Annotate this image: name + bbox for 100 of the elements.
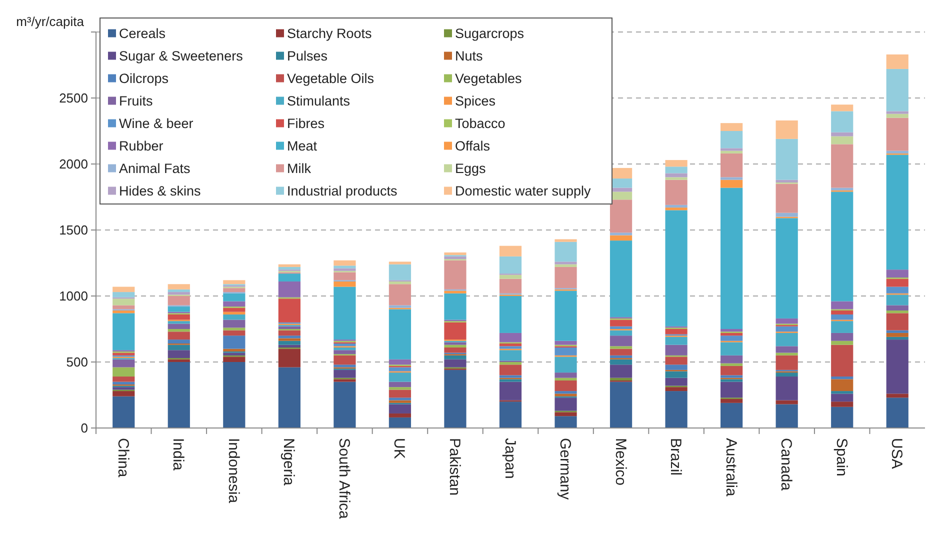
legend-label: Rubber bbox=[119, 138, 164, 154]
bar bbox=[886, 294, 908, 306]
bar bbox=[776, 138, 798, 180]
legend-label: Stimulants bbox=[287, 93, 350, 108]
bar bbox=[278, 340, 300, 345]
bar bbox=[665, 387, 688, 392]
bar bbox=[334, 260, 356, 266]
bar bbox=[223, 301, 246, 307]
bar bbox=[831, 104, 854, 112]
bar bbox=[554, 372, 577, 378]
bar bbox=[720, 398, 743, 403]
bar bbox=[112, 396, 135, 428]
bar bbox=[168, 289, 190, 292]
bar bbox=[554, 391, 577, 394]
bar bbox=[776, 180, 798, 182]
bar bbox=[776, 346, 798, 353]
bar bbox=[610, 359, 632, 365]
legend-label: Industrial products bbox=[287, 183, 398, 198]
bar bbox=[776, 184, 798, 213]
bar bbox=[223, 308, 246, 312]
bar bbox=[334, 364, 356, 368]
bar bbox=[223, 330, 246, 336]
bar bbox=[554, 380, 577, 392]
bar bbox=[388, 404, 412, 414]
bar bbox=[665, 378, 688, 386]
bar bbox=[499, 278, 522, 294]
y-tick-label: 2500 bbox=[59, 90, 88, 106]
legend-label: Fibres bbox=[287, 116, 325, 131]
bar bbox=[388, 398, 412, 400]
bar bbox=[223, 314, 246, 320]
bar bbox=[831, 332, 854, 341]
bar bbox=[665, 173, 688, 178]
bar bbox=[720, 131, 743, 148]
bar bbox=[886, 111, 908, 114]
bar bbox=[112, 382, 135, 384]
bar bbox=[886, 54, 908, 69]
bar bbox=[665, 166, 688, 174]
x-tick-label: Japan bbox=[501, 438, 518, 479]
bar bbox=[776, 372, 798, 377]
bar bbox=[223, 320, 246, 328]
bar bbox=[112, 391, 135, 396]
legend-label: Sugar & Sweeteners bbox=[119, 48, 244, 64]
bar bbox=[610, 378, 632, 380]
bar bbox=[388, 359, 412, 365]
bar bbox=[886, 270, 908, 278]
bar bbox=[665, 336, 688, 345]
bar bbox=[112, 292, 135, 298]
bar bbox=[665, 344, 688, 356]
bar bbox=[168, 314, 190, 320]
bar bbox=[334, 355, 356, 365]
bar bbox=[665, 180, 688, 205]
bar bbox=[223, 336, 246, 349]
bar bbox=[776, 326, 798, 332]
bar bbox=[610, 326, 632, 329]
x-tick-label: Indonesia bbox=[224, 438, 242, 504]
bar bbox=[886, 394, 908, 398]
x-tick-label: South Africa bbox=[335, 438, 352, 520]
legend-label: Milk bbox=[287, 160, 312, 176]
bar bbox=[776, 120, 798, 139]
bar bbox=[499, 402, 522, 428]
bar bbox=[776, 212, 798, 217]
bar bbox=[168, 324, 190, 329]
x-tick-label: Brazil bbox=[667, 438, 684, 476]
x-tick-label: UK bbox=[390, 438, 408, 459]
bar bbox=[554, 264, 577, 267]
bar bbox=[886, 286, 908, 294]
x-tick-label: Canada bbox=[778, 438, 795, 492]
bar bbox=[886, 313, 908, 330]
bar bbox=[168, 329, 190, 332]
bar bbox=[886, 340, 908, 394]
bar bbox=[831, 310, 854, 314]
bar bbox=[388, 305, 412, 308]
bar bbox=[168, 284, 190, 290]
bar bbox=[554, 398, 577, 411]
legend-label: Offals bbox=[455, 138, 490, 154]
bar bbox=[444, 359, 466, 368]
bar bbox=[610, 235, 632, 241]
bar bbox=[334, 286, 356, 340]
legend-label: Hides & skins bbox=[119, 183, 202, 198]
bar bbox=[388, 387, 412, 390]
bar bbox=[720, 180, 743, 188]
bar bbox=[112, 387, 135, 390]
bar bbox=[168, 321, 190, 324]
bar bbox=[831, 314, 854, 320]
bar bbox=[499, 346, 522, 349]
x-tick-label: USA bbox=[888, 438, 906, 469]
bar bbox=[112, 352, 135, 356]
bar bbox=[720, 342, 743, 356]
bar bbox=[886, 310, 908, 314]
bar bbox=[223, 280, 246, 284]
bar bbox=[112, 376, 135, 382]
bar bbox=[720, 402, 743, 428]
bar bbox=[168, 362, 190, 428]
bar bbox=[444, 347, 466, 353]
bar bbox=[554, 394, 577, 396]
bar bbox=[499, 256, 522, 274]
bar bbox=[610, 336, 632, 346]
bar bbox=[831, 376, 854, 380]
bar bbox=[112, 359, 135, 368]
bar bbox=[665, 160, 688, 167]
